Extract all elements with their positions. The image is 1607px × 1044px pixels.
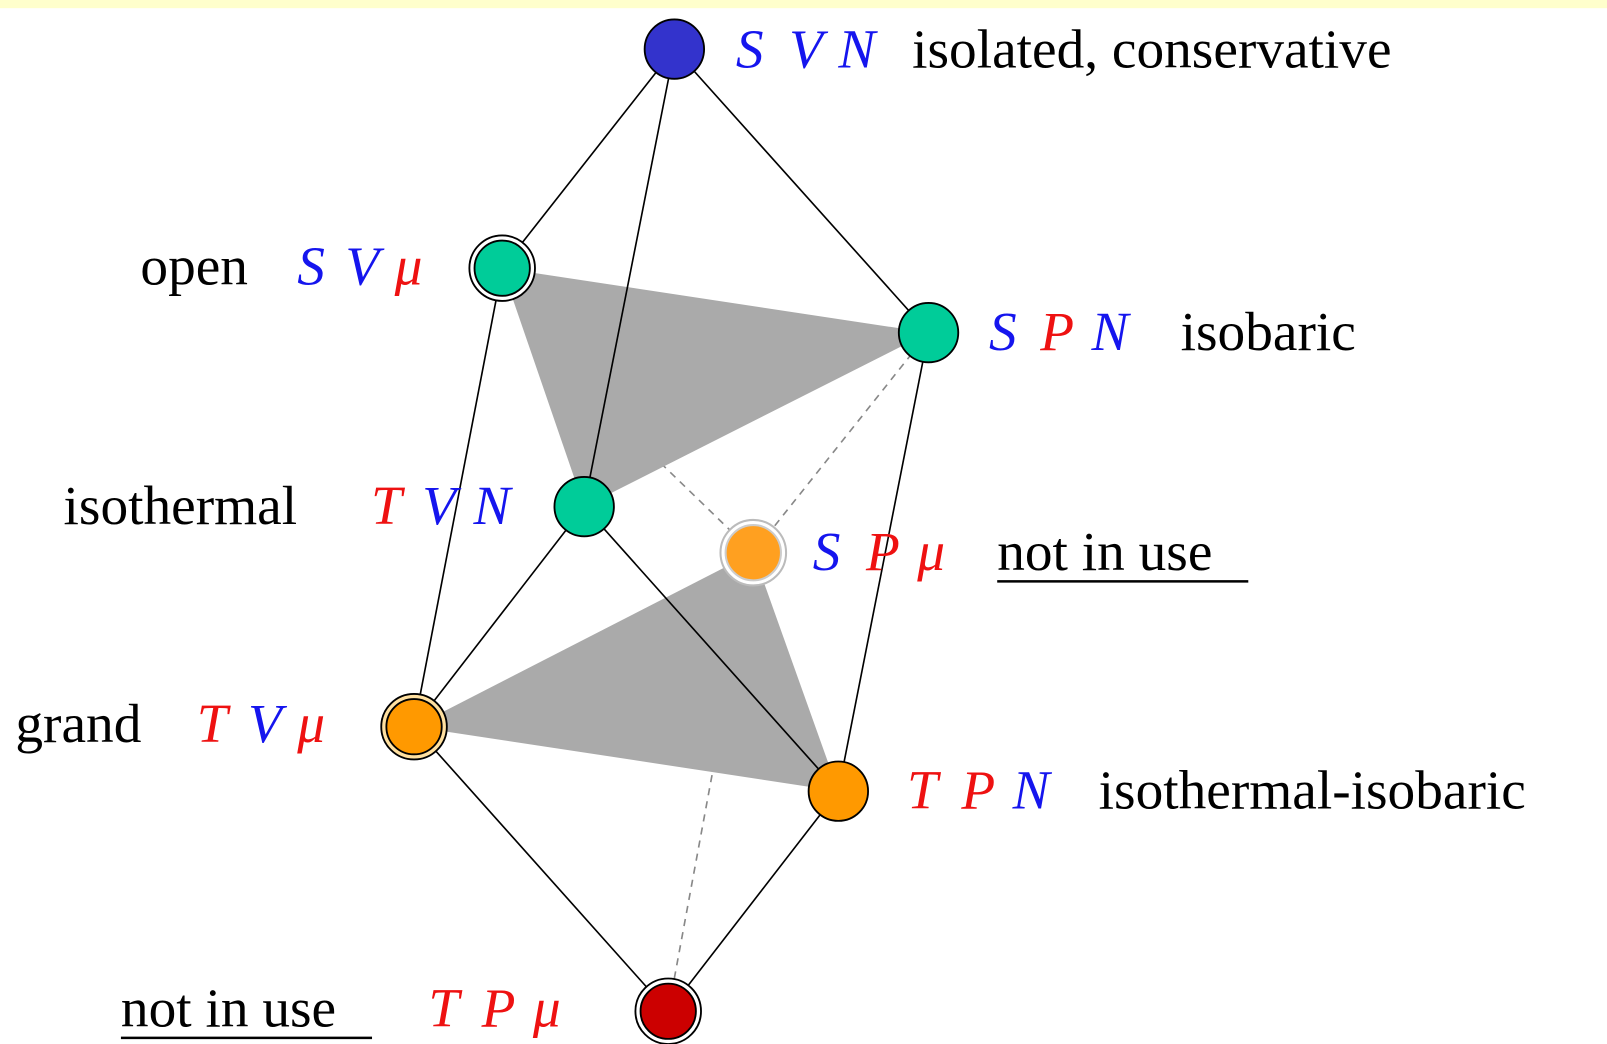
edge bbox=[501, 48, 676, 269]
edge bbox=[413, 726, 669, 1012]
triangle bbox=[414, 552, 839, 792]
var: T bbox=[428, 978, 463, 1039]
triangle bbox=[502, 268, 929, 507]
var: P bbox=[865, 521, 900, 582]
var: μ bbox=[394, 236, 423, 297]
node-label: isothermal-isobaric bbox=[1099, 760, 1526, 821]
edge bbox=[413, 506, 585, 728]
var: V bbox=[345, 236, 385, 297]
node bbox=[639, 982, 697, 1040]
edge bbox=[413, 268, 503, 727]
var: N bbox=[472, 475, 513, 536]
node-label: open bbox=[140, 236, 248, 297]
node-label: not in use bbox=[121, 978, 336, 1039]
var: μ bbox=[532, 978, 561, 1039]
node bbox=[643, 18, 706, 80]
var: S bbox=[736, 19, 764, 80]
var: S bbox=[989, 301, 1017, 362]
node bbox=[807, 760, 869, 822]
node-label: grand bbox=[15, 693, 141, 754]
var: P bbox=[960, 760, 995, 821]
node bbox=[473, 239, 531, 297]
var: V bbox=[789, 19, 829, 80]
node bbox=[897, 302, 960, 364]
var: μ bbox=[916, 521, 945, 582]
var: T bbox=[907, 760, 942, 821]
hidden-edge bbox=[667, 552, 755, 1012]
node-label: isothermal bbox=[64, 475, 298, 536]
edge bbox=[583, 48, 676, 507]
var: P bbox=[481, 978, 516, 1039]
hidden-edge bbox=[752, 332, 930, 554]
node bbox=[385, 698, 443, 756]
edge bbox=[837, 332, 930, 792]
node-label: isobaric bbox=[1181, 301, 1356, 362]
var: T bbox=[371, 475, 406, 536]
var: V bbox=[248, 693, 288, 754]
var: V bbox=[422, 475, 462, 536]
var: S bbox=[813, 521, 841, 582]
var: N bbox=[1090, 301, 1131, 362]
var: T bbox=[197, 693, 232, 754]
var: μ bbox=[296, 693, 325, 754]
var: N bbox=[1012, 760, 1053, 821]
var: S bbox=[297, 236, 325, 297]
edge bbox=[673, 48, 930, 334]
node-label: not in use bbox=[997, 521, 1212, 582]
edge bbox=[583, 506, 839, 792]
node bbox=[724, 524, 782, 582]
node-label: isolated, conservative bbox=[912, 19, 1391, 80]
var: N bbox=[837, 19, 878, 80]
var: P bbox=[1039, 301, 1074, 362]
edge bbox=[667, 790, 839, 1012]
node bbox=[553, 476, 615, 538]
top-band bbox=[0, 0, 1607, 9]
